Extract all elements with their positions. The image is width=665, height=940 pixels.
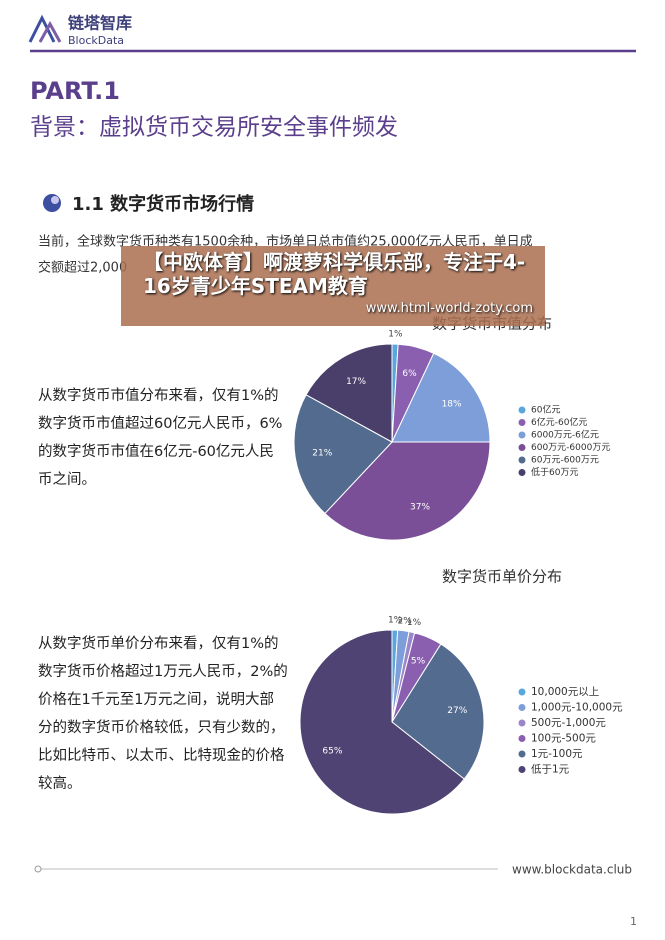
logo-cn: 链塔智库 bbox=[68, 14, 132, 33]
legend-swatch bbox=[518, 688, 526, 696]
page-number: 1 bbox=[630, 915, 637, 928]
slice-label: 6% bbox=[402, 369, 417, 379]
section-title: 1.1 数字货币市场行情 bbox=[72, 193, 254, 215]
legend-label: 6亿元-60亿元 bbox=[531, 416, 587, 428]
legend-label: 500元-1,000元 bbox=[531, 717, 606, 729]
slice-label: 1% bbox=[407, 618, 422, 628]
note: 从数字货币市值分布来看，仅有1%的数字货币市值超过60亿元人民币，6%的数字货币… bbox=[38, 388, 283, 488]
page-title: 背景：虚拟货币交易所安全事件频发 bbox=[30, 115, 398, 141]
legend-swatch bbox=[518, 766, 526, 773]
legend-swatch bbox=[518, 431, 526, 439]
footer-dot bbox=[34, 865, 42, 873]
slice-label: 17% bbox=[346, 377, 366, 387]
legend-label: 低于1元 bbox=[531, 763, 570, 776]
section-icon bbox=[43, 194, 61, 212]
legend-swatch bbox=[518, 719, 526, 727]
slice-label: 37% bbox=[410, 502, 430, 512]
pie-slice bbox=[391, 352, 491, 443]
legend-label: 10,000元以上 bbox=[531, 686, 599, 698]
legend-swatch bbox=[518, 469, 526, 476]
legend-label: 60万元-600万元 bbox=[531, 456, 599, 466]
legend-swatch bbox=[518, 444, 526, 451]
legend-label: 100元-500元 bbox=[531, 733, 596, 745]
legend-label: 低于60万元 bbox=[531, 466, 578, 478]
intro-line: 交额超过2,000 bbox=[38, 260, 127, 276]
logo-icon bbox=[28, 14, 62, 43]
pie-slice bbox=[305, 343, 393, 443]
legend-label: 1,000元-10,000元 bbox=[531, 702, 623, 714]
pie-slice bbox=[391, 643, 485, 780]
logo-en: BlockData bbox=[68, 34, 124, 47]
legend-swatch bbox=[518, 406, 526, 414]
slice-label: 1% bbox=[388, 330, 403, 340]
legend-label: 1元-100元 bbox=[531, 748, 583, 760]
slice-label: 5% bbox=[411, 657, 426, 667]
intro-line: 当前，全球数字货币种类有1500余种，市场单日总市值约25,000亿元人民币，单… bbox=[38, 234, 533, 250]
legend-label: 6000万元-6亿元 bbox=[531, 429, 599, 441]
logo-shape bbox=[38, 20, 62, 43]
chart-title: 数字货币单价分布 bbox=[442, 568, 562, 586]
overlay-text: 【中欧体育】啊渡萝科学俱乐部，专注于4-16岁青少年STEAM教育 bbox=[143, 250, 526, 298]
note: 从数字货币单价分布来看，仅有1%的数字货币价格超过1万元人民币，2%的价格在1千… bbox=[38, 636, 288, 792]
pie-slice bbox=[293, 394, 393, 515]
footer-url: www.blockdata.club bbox=[512, 863, 632, 877]
section-icon bbox=[51, 196, 59, 204]
slice-label: 65% bbox=[322, 746, 342, 756]
legend-swatch bbox=[518, 456, 526, 464]
legend-swatch bbox=[518, 419, 526, 426]
legend-label: 60亿元 bbox=[531, 404, 560, 416]
legend-swatch bbox=[518, 704, 526, 711]
slice-label: 27% bbox=[447, 706, 467, 716]
slice-label: 18% bbox=[442, 400, 462, 410]
legend-swatch bbox=[518, 750, 526, 758]
legend-swatch bbox=[518, 735, 526, 742]
pie-slice bbox=[299, 629, 465, 815]
logo-shape bbox=[28, 14, 56, 43]
slice-label: 1% bbox=[388, 616, 403, 626]
overlay-url: www.html-world-zoty.com bbox=[365, 301, 533, 316]
pie-slice bbox=[324, 441, 491, 541]
slice-label: 21% bbox=[312, 449, 332, 459]
slice-label: 2% bbox=[398, 616, 413, 626]
legend-label: 600万元-6000万元 bbox=[531, 443, 610, 453]
overlay-banner: 【中欧体育】啊渡萝科学俱乐部，专注于4-16岁青少年STEAM教育 www.ht… bbox=[121, 246, 545, 326]
part-label: PART.1 bbox=[30, 77, 120, 105]
